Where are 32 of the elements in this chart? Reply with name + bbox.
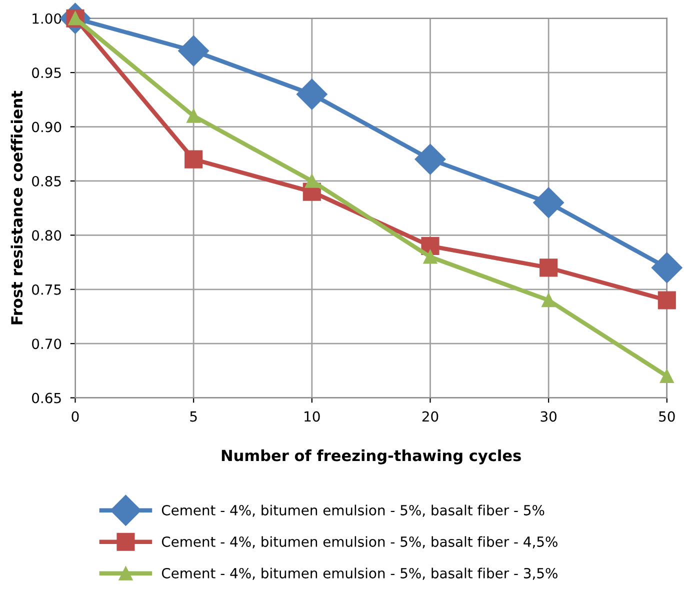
legend-label: Cement - 4%, bitumen emulsion - 5%, basalt fiber - 4,5% — [162, 536, 558, 548]
point — [184, 150, 203, 168]
y-axis-title: Frost resistance coefficient — [10, 90, 23, 324]
x-tick-label: 5 — [190, 411, 197, 422]
point — [660, 369, 674, 384]
point — [658, 291, 676, 310]
legend-label: Cement - 4%, bitumen emulsion - 5%, basalt fiber - 3,5% — [162, 568, 558, 580]
y-tick-label: 0.65 — [32, 392, 61, 404]
y-tick-label: 0.95 — [32, 68, 61, 78]
x-tick-label: 0 — [72, 411, 79, 422]
x-tick-label: 30 — [540, 411, 556, 422]
point — [186, 108, 201, 123]
point — [542, 293, 556, 308]
y-tick-label: 0.80 — [32, 230, 62, 241]
y-tick-label: 0.70 — [32, 338, 62, 350]
legend-label: Cement - 4%, bitumen emulsion - 5%, basalt fiber - 5% — [162, 504, 544, 517]
point — [304, 174, 319, 188]
y-tick-label: 0.85 — [32, 176, 61, 186]
point — [296, 78, 328, 110]
point — [651, 252, 682, 284]
point — [423, 250, 438, 264]
point — [540, 258, 558, 277]
point — [414, 144, 446, 175]
point — [178, 35, 209, 66]
point — [533, 187, 564, 218]
x-axis-title: Number of freezing-thawing cycles — [222, 449, 521, 464]
y-tick-label: 0.90 — [32, 122, 62, 132]
x-tick-label: 50 — [659, 411, 675, 422]
x-tick-label: 10 — [304, 411, 320, 422]
x-tick-label: 20 — [422, 411, 438, 422]
y-tick-label: 0.75 — [32, 284, 61, 295]
y-tick-label: 1.00 — [32, 13, 62, 24]
